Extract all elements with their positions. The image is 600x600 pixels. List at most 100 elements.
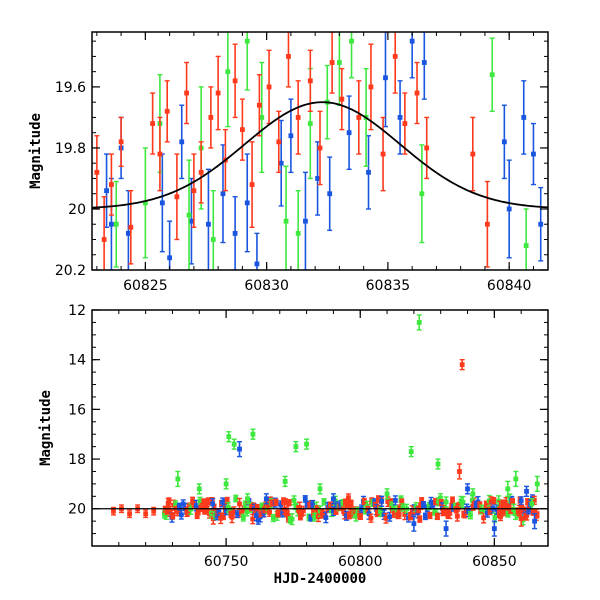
data-point [492, 515, 498, 520]
top-red-point [118, 116, 124, 167]
data-point [307, 78, 313, 84]
data-point [501, 139, 507, 145]
data-point [211, 504, 217, 510]
top-green-point [259, 61, 265, 174]
top-green-point [225, 32, 231, 128]
data-point [333, 508, 339, 514]
data-point [175, 476, 181, 482]
bottom-blue-point [263, 493, 269, 505]
bottom-green-point [416, 314, 422, 331]
data-point [356, 115, 362, 120]
data-point [184, 90, 189, 96]
data-point [267, 510, 272, 515]
data-point [440, 510, 446, 516]
data-point [164, 508, 170, 514]
top-blue-point [205, 168, 211, 270]
data-point [488, 499, 494, 505]
bottom-band-red-point [417, 515, 423, 523]
top-green-point [349, 32, 355, 79]
bottom-band-red-point [454, 510, 460, 522]
data-point [186, 212, 192, 218]
top-red-point [276, 110, 282, 174]
data-point [189, 218, 194, 224]
data-point [167, 508, 173, 514]
data-point [361, 499, 367, 504]
data-point [523, 243, 529, 248]
data-point [421, 60, 427, 65]
data-point [349, 38, 354, 44]
top-blue-point [167, 220, 173, 270]
bottom-green-point [223, 478, 229, 490]
data-point [518, 516, 524, 522]
data-point [321, 499, 327, 505]
data-point [483, 501, 489, 507]
data-point [489, 72, 495, 78]
data-point [505, 511, 511, 517]
bottom-band-red-point [427, 511, 433, 520]
data-point [224, 498, 230, 503]
data-point [430, 502, 436, 507]
bottom-green-point [175, 470, 181, 488]
top-blue-point [179, 104, 185, 180]
data-point [460, 499, 466, 505]
data-point [293, 444, 299, 450]
data-point [409, 38, 415, 44]
data-point [278, 160, 284, 166]
data-point [196, 486, 202, 492]
data-point [465, 486, 470, 492]
data-point [402, 512, 408, 517]
data-point [250, 516, 256, 522]
top-red-point [295, 80, 301, 155]
data-point [457, 469, 462, 474]
top-green-point [523, 208, 529, 270]
data-point [469, 497, 475, 503]
bottom-band-red-point [368, 513, 374, 523]
data-point [427, 513, 433, 518]
data-point [193, 503, 199, 508]
top-red-point [174, 153, 180, 241]
top-red-point [164, 80, 170, 143]
data-point [288, 133, 294, 139]
data-point [157, 151, 163, 157]
data-point [232, 230, 238, 236]
data-point [470, 491, 476, 497]
data-point [385, 499, 391, 505]
data-point [381, 512, 387, 518]
data-point [259, 115, 265, 120]
bottom-x-tick-label: 60850 [472, 554, 517, 570]
data-point [226, 434, 232, 440]
data-point [220, 191, 226, 197]
data-point [237, 446, 242, 452]
data-point [240, 515, 246, 521]
bottom-x-tick-label: 60800 [338, 554, 383, 570]
data-point [179, 139, 185, 145]
data-point [266, 503, 271, 509]
data-point [254, 505, 260, 511]
top-plot-frame [91, 31, 549, 271]
bottom-band-green-point [240, 513, 246, 522]
data-point [254, 513, 259, 518]
data-point [208, 115, 214, 120]
bottom-y-tick-label: 20 [68, 502, 86, 518]
data-point [531, 151, 536, 157]
data-point [178, 512, 184, 518]
data-point [511, 507, 517, 512]
data-point [441, 507, 447, 512]
data-point [128, 224, 134, 230]
data-point [150, 121, 156, 126]
data-point [210, 501, 216, 507]
bottom-band-red-point [434, 512, 440, 521]
data-point [416, 320, 422, 325]
bottom-green-point [231, 438, 237, 450]
bottom-y-tick-label: 12 [68, 303, 86, 319]
top-axis-ticks: 60825 60830 60835 60840 19.6 19.8 20 20.2 [55, 32, 548, 294]
bottom-red-point [127, 509, 133, 519]
top-red-point [215, 55, 221, 131]
data-point [391, 511, 397, 517]
data-point [317, 486, 323, 492]
bottom-green-point [317, 483, 323, 495]
data-point [270, 515, 276, 521]
data-point [368, 515, 374, 521]
bottom-green-point [245, 493, 251, 505]
